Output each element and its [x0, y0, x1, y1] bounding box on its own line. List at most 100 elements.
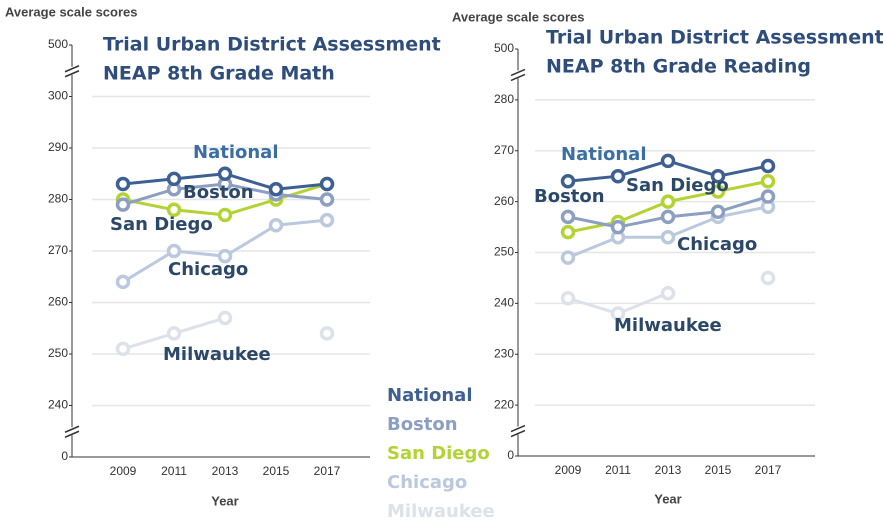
y-tick-label: 270 — [48, 243, 68, 257]
data-point — [319, 326, 335, 341]
data-point — [166, 243, 182, 259]
chart-title: Trial Urban District Assessment — [103, 34, 441, 56]
data-point — [660, 153, 676, 169]
data-point — [760, 189, 776, 204]
x-tick-label: 2009 — [555, 463, 582, 477]
series-annotation: Milwaukee — [614, 315, 722, 336]
x-tick-label: 2011 — [161, 464, 187, 478]
y-tick-label: 250 — [494, 245, 514, 259]
series-annotation: National — [193, 142, 278, 163]
data-point — [610, 168, 626, 184]
data-point — [560, 174, 576, 189]
y-tick-label: 280 — [494, 92, 514, 106]
data-point — [166, 326, 182, 341]
data-point — [115, 341, 131, 357]
x-tick-label: 2017 — [314, 464, 341, 478]
y-tick-label: 0 — [507, 448, 514, 462]
axis-break-gap — [64, 66, 80, 75]
x-tick-label: 2015 — [705, 463, 732, 477]
series-annotation: Boston — [534, 186, 605, 207]
chart-title: NEAP 8th Grade Reading — [546, 56, 811, 78]
legend-entry: Milwaukee — [387, 501, 495, 522]
legend-entry: San Diego — [387, 443, 490, 464]
axis-break-gap — [510, 426, 526, 435]
x-tick-label: 2009 — [110, 464, 137, 478]
data-point — [319, 212, 335, 228]
series-annotation: Chicago — [677, 234, 757, 255]
data-point — [760, 158, 776, 174]
data-point — [710, 168, 726, 184]
axis-break — [510, 424, 526, 433]
chart-title: NEAP 8th Grade Math — [103, 63, 335, 85]
y-tick-label: 270 — [494, 143, 514, 157]
axis-break — [510, 73, 526, 82]
series-annotation: San Diego — [110, 214, 213, 235]
data-point — [560, 209, 576, 225]
data-point — [268, 218, 284, 233]
data-point — [115, 176, 131, 192]
chart-title: Trial Urban District Assessment — [546, 27, 883, 49]
series-annotation: Boston — [183, 182, 254, 203]
data-point — [319, 176, 335, 192]
data-point — [217, 248, 233, 264]
data-point — [217, 207, 233, 223]
data-point — [760, 174, 776, 189]
y-tick-label: 300 — [48, 89, 68, 103]
y-tick-label: 260 — [48, 295, 68, 309]
axis-break — [64, 430, 80, 438]
y-tick-label: 290 — [48, 140, 68, 154]
data-point — [166, 171, 182, 187]
y-tick-label: 230 — [494, 346, 514, 360]
series-annotation: National — [561, 144, 646, 165]
y-tick-label: 240 — [494, 296, 514, 310]
x-tick-label: 2017 — [755, 463, 782, 477]
x-axis-label: Year — [211, 493, 238, 508]
y-axis-label: Average scale scores — [452, 9, 585, 24]
data-point — [710, 204, 726, 220]
legend-entry: National — [387, 385, 472, 406]
series-annotation: San Diego — [626, 175, 729, 196]
data-point — [319, 192, 335, 207]
y-tick-label: 240 — [48, 398, 68, 412]
axis-break-gap — [510, 70, 526, 79]
series-annotation: Chicago — [168, 259, 248, 280]
y-tick-label: 250 — [48, 346, 68, 360]
data-point — [115, 197, 131, 212]
data-point — [660, 229, 676, 245]
data-point — [610, 306, 626, 321]
data-point — [660, 194, 676, 209]
y-tick-label: 500 — [494, 41, 514, 55]
data-point — [760, 270, 776, 286]
y-tick-label: 260 — [494, 194, 514, 208]
data-point — [115, 274, 131, 290]
data-point — [610, 219, 626, 235]
y-axis-label: Average scale scores — [5, 4, 138, 19]
series-annotation: Milwaukee — [163, 344, 271, 365]
data-point — [660, 209, 676, 225]
x-axis-label: Year — [654, 491, 681, 506]
y-tick-label: 500 — [48, 37, 68, 51]
axis-break — [64, 70, 80, 78]
data-point — [166, 202, 182, 218]
y-tick-label: 220 — [494, 397, 514, 411]
axis-break — [64, 425, 80, 433]
x-tick-label: 2013 — [655, 463, 682, 477]
x-tick-label: 2013 — [212, 464, 239, 478]
y-tick-label: 0 — [61, 449, 68, 463]
x-tick-label: 2015 — [263, 464, 290, 478]
data-point — [560, 250, 576, 265]
y-tick-label: 280 — [48, 192, 68, 206]
legend-entry: Boston — [387, 414, 458, 435]
x-tick-label: 2011 — [605, 463, 631, 477]
data-point — [710, 184, 726, 199]
axis-break — [510, 429, 526, 438]
data-point — [560, 224, 576, 240]
axis-break — [510, 68, 526, 77]
legend-entry: Chicago — [387, 472, 467, 493]
axis-break-gap — [64, 427, 80, 436]
data-point — [217, 310, 233, 326]
data-point — [560, 291, 576, 306]
data-point — [660, 285, 676, 301]
data-point — [268, 181, 284, 197]
